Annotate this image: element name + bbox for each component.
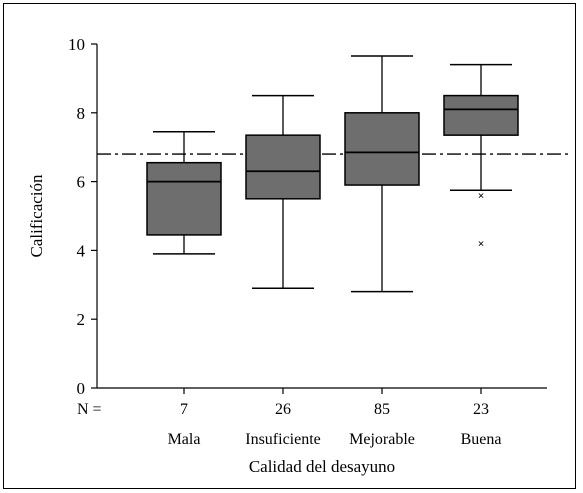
y-tick-label: 8 xyxy=(77,104,86,123)
box-mala xyxy=(146,130,222,255)
box-body xyxy=(146,161,222,236)
box-body xyxy=(344,112,420,186)
n-value-label: 26 xyxy=(275,401,291,418)
y-axis-title: Calificación xyxy=(27,174,46,258)
box-body xyxy=(245,134,321,200)
y-tick-label: 6 xyxy=(77,173,86,192)
box-insuficiente xyxy=(245,94,321,289)
outlier-marker: × xyxy=(478,237,485,251)
n-value-label: 85 xyxy=(374,401,390,418)
category-label: Mala xyxy=(168,431,201,448)
outlier-marker: × xyxy=(478,188,485,202)
box-mejorable xyxy=(344,55,420,293)
category-label: Mejorable xyxy=(349,431,415,448)
y-tick-label: 2 xyxy=(77,310,86,329)
x-axis-title: Calidad del desayuno xyxy=(249,457,395,476)
y-tick-label: 10 xyxy=(68,35,85,54)
box-buena: ×× xyxy=(443,63,519,251)
n-label: N = xyxy=(77,401,102,418)
box-body xyxy=(443,94,519,136)
category-label: Buena xyxy=(461,431,502,448)
y-tick-label: 0 xyxy=(77,379,86,398)
n-value-label: 7 xyxy=(180,401,188,418)
y-tick-label: 4 xyxy=(77,241,86,260)
category-label: Insuficiente xyxy=(245,431,321,448)
axes xyxy=(96,44,547,389)
n-value-label: 23 xyxy=(473,401,489,418)
